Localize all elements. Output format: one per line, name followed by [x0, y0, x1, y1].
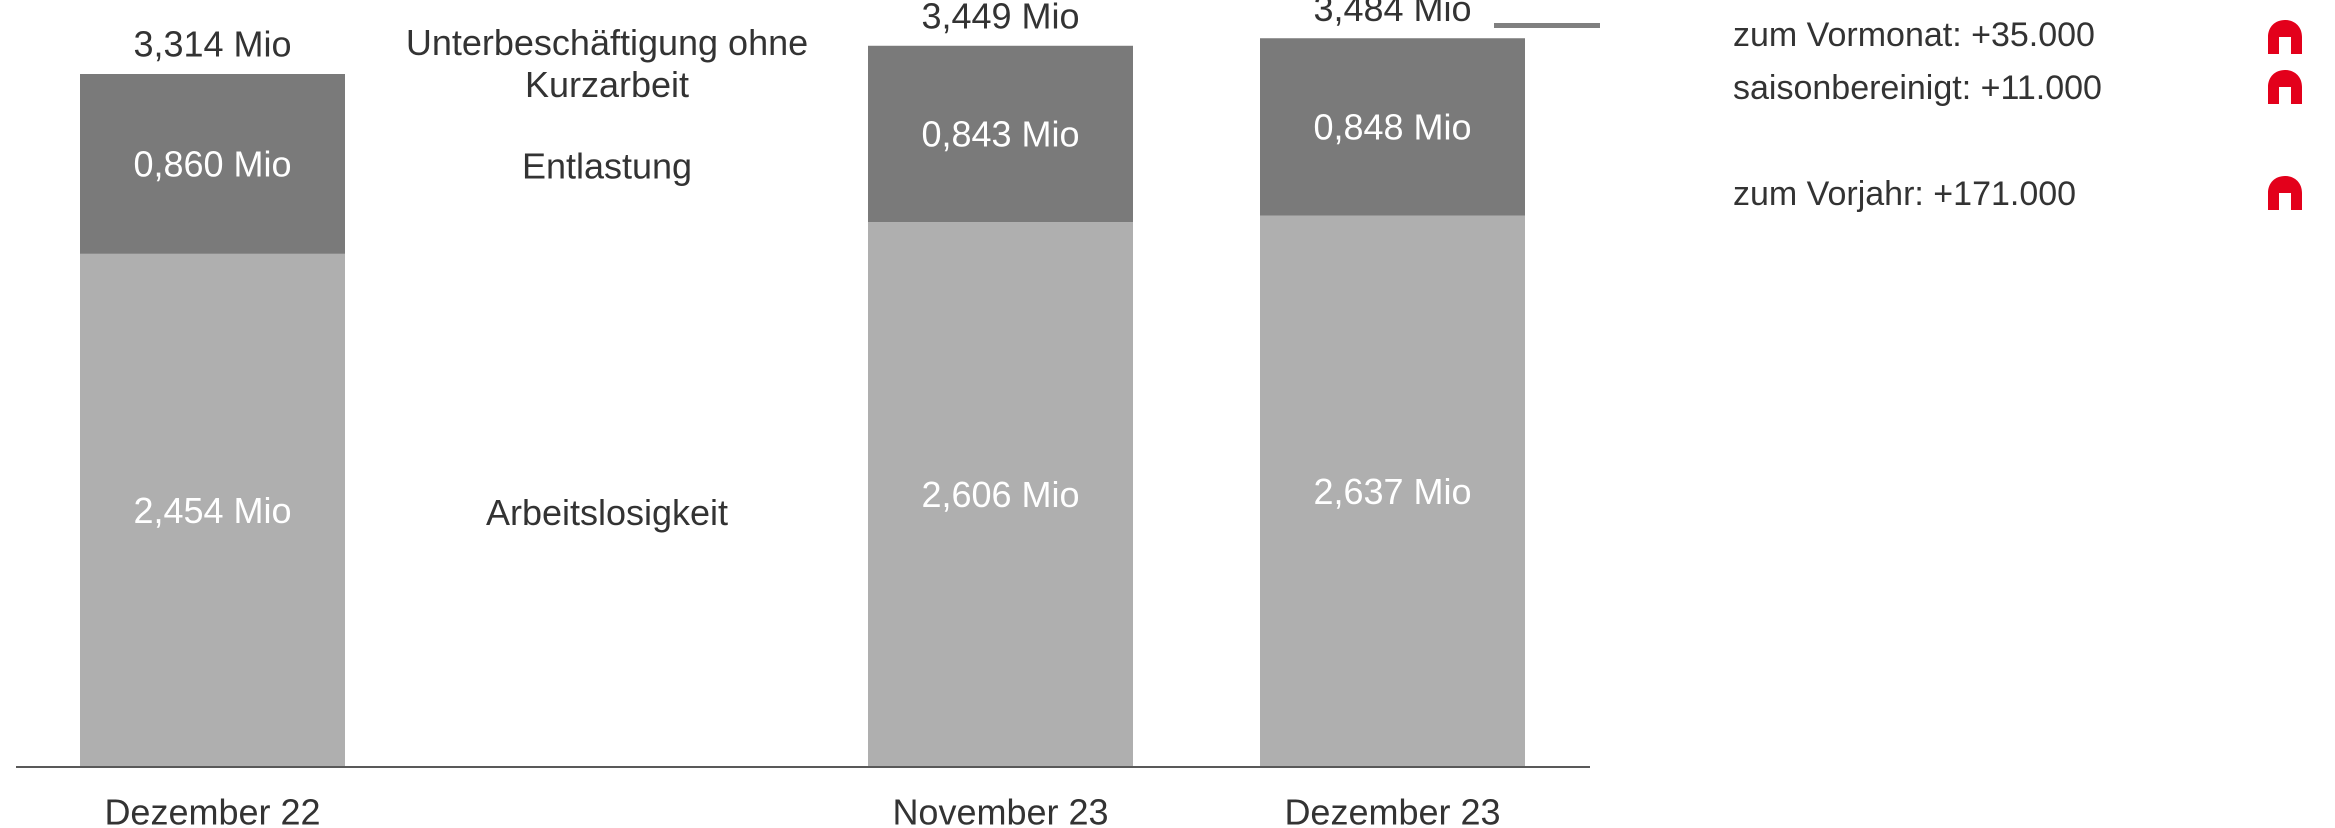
bar-segment-entlastung [868, 45, 1133, 223]
series-label-entlastung: Entlastung [522, 145, 692, 186]
stat-vorjahr: zum Vorjahr: +171.000 [1733, 175, 2077, 213]
data-label: 2,606 Mio [921, 474, 1079, 515]
series-label-arbeitslosigkeit: Arbeitslosigkeit [486, 492, 728, 533]
x-tick-label: Dezember 23 [1284, 792, 1500, 828]
total-label: 3,314 Mio [133, 24, 291, 65]
stat-vormonat: zum Vormonat: +35.000 [1733, 16, 2095, 54]
up-arrow-icon [2268, 70, 2302, 104]
bar-segment-entlastung [80, 74, 345, 254]
x-tick-label: November 23 [892, 792, 1108, 828]
up-arrow-icon [2268, 176, 2302, 210]
total-label: 3,449 Mio [921, 0, 1079, 36]
stat-saisonbereinigt: saisonbereinigt: +11.000 [1733, 69, 2102, 107]
data-label: 0,843 Mio [921, 113, 1079, 154]
data-label: 0,860 Mio [133, 143, 291, 184]
stacked-bar-chart: 2,454 Mio 0,860 Mio 3,314 Mio Dezember 22 2,… [16, 0, 1600, 828]
total-label: 3,484 Mio [1313, 0, 1471, 29]
up-arrow-icon [2268, 20, 2302, 54]
bar-segment-arbeitslosigkeit [1260, 215, 1525, 767]
bar-segment-arbeitslosigkeit [868, 222, 1133, 768]
bar-segment-entlastung [1260, 38, 1525, 216]
totals-series-label: Unterbeschäftigung ohne Kurzarbeit [406, 22, 808, 105]
data-label: 2,454 Mio [133, 490, 291, 531]
data-label: 2,637 Mio [1313, 471, 1471, 512]
data-label: 0,848 Mio [1313, 106, 1471, 147]
x-tick-label: Dezember 22 [104, 792, 320, 828]
bar-segment-arbeitslosigkeit [80, 253, 345, 768]
